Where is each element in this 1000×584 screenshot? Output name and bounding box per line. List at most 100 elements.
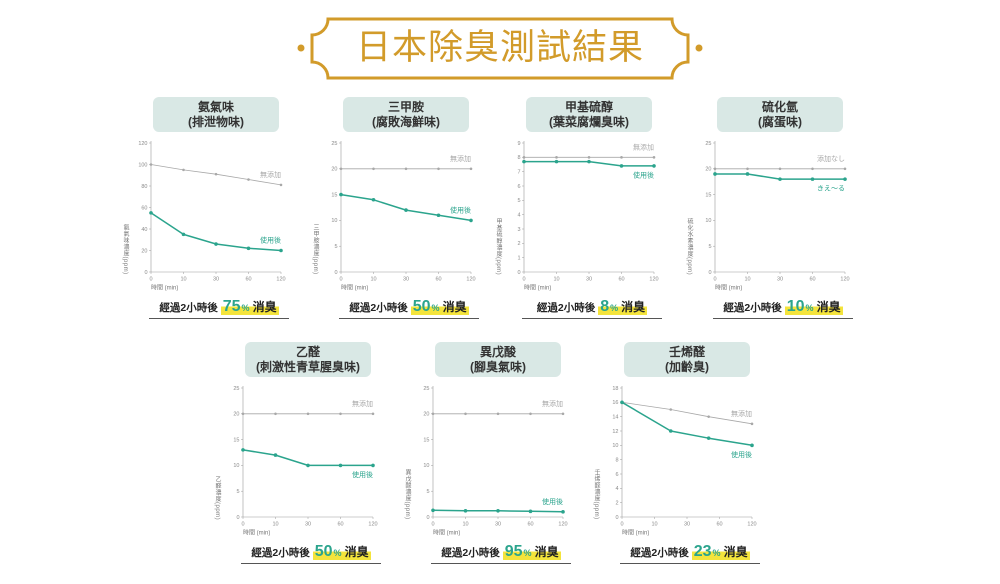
y-tick-label: 25 — [423, 386, 429, 392]
data-point-untreated — [247, 178, 250, 181]
y-tick-label: 4 — [615, 486, 618, 492]
data-point-treated — [778, 177, 782, 181]
y-tick-label: 0 — [426, 515, 429, 521]
data-point-untreated — [437, 167, 440, 171]
result-underline — [339, 318, 479, 319]
series-label-treated: 使用後 — [633, 170, 654, 179]
y-axis-label: 異戊酸濃度(ppm) — [404, 469, 410, 520]
chart-header: 氨氣味 (排泄物味) — [153, 97, 279, 132]
ornament-dot-left — [297, 44, 305, 52]
data-point-untreated — [561, 412, 565, 416]
data-point-untreated — [464, 412, 467, 416]
series-line-treated — [242, 449, 373, 467]
x-tick-label: 30 — [305, 522, 311, 528]
percent-sign: % — [610, 303, 619, 313]
result-prefix: 經過2小時後 — [630, 547, 689, 559]
y-tick-label: 6 — [517, 184, 520, 190]
y-axis-label: 三甲胺濃度(ppm) — [312, 224, 318, 275]
y-axis-label: 氨氣味濃度(ppm) — [122, 224, 128, 275]
chart-subtitle: (排泄物味) — [188, 115, 244, 129]
title-banner — [297, 17, 703, 80]
y-tick-label: 25 — [331, 141, 337, 147]
series-label-untreated: 無添加 — [352, 399, 373, 408]
data-point-untreated — [279, 183, 283, 187]
chart-subtitle: (腳臭氣味) — [470, 360, 526, 374]
data-point-untreated — [843, 167, 847, 171]
x-tick-label: 120 — [649, 277, 658, 283]
result-underline — [713, 318, 853, 319]
data-point-treated — [496, 509, 500, 513]
result-suffix: 消臭 — [344, 545, 369, 559]
data-point-treated — [745, 172, 750, 176]
data-point-treated — [522, 159, 526, 164]
x-tick-label: 30 — [403, 277, 409, 283]
y-tick-label: 12 — [612, 429, 618, 435]
chart-subtitle: (腐敗海鮮味) — [372, 115, 440, 129]
result-prefix: 經過2小時後 — [536, 302, 596, 314]
x-axis-label: 時間 (min) — [715, 284, 742, 292]
y-axis-label: 乙醛濃度(ppm) — [214, 475, 220, 520]
result-underline — [522, 318, 662, 319]
chart-title: 乙醛 — [295, 345, 320, 359]
y-tick-label: 2 — [517, 241, 520, 247]
y-tick-label: 10 — [612, 443, 618, 449]
data-point-treated — [339, 192, 343, 197]
y-tick-label: 80 — [141, 184, 147, 190]
y-tick-label: 3 — [517, 227, 520, 233]
x-axis-label: 時間 (min) — [433, 529, 460, 537]
y-tick-label: 5 — [517, 198, 520, 204]
x-tick-label: 0 — [431, 522, 434, 528]
chart-subtitle: (加齡臭) — [665, 360, 709, 374]
x-tick-label: 10 — [462, 522, 468, 528]
data-point-treated — [371, 197, 376, 202]
y-tick-label: 2 — [615, 500, 618, 506]
result-underline — [431, 563, 571, 564]
chart-subtitle: (葉菜腐爛臭味) — [549, 115, 629, 129]
y-tick-label: 10 — [331, 218, 337, 224]
y-tick-label: 16 — [612, 400, 618, 406]
x-tick-label: 120 — [747, 522, 756, 528]
y-tick-label: 10 — [233, 463, 239, 469]
result-summary: 經過2小時後 10% 消臭 — [713, 297, 853, 317]
reduction-percent: 50 — [412, 298, 431, 315]
chart-header: 壬烯醛 (加齡臭) — [624, 342, 750, 377]
chart-panel-trimethylamine: 三甲胺 (腐敗海鮮味) 三甲胺濃度(ppm) 0 5 10 15 20 25 0 10 30 60… — [301, 92, 501, 324]
x-tick-label: 30 — [586, 277, 592, 283]
result-underline — [241, 563, 381, 564]
y-tick-label: 120 — [138, 141, 147, 147]
y-tick-label: 6 — [615, 472, 618, 478]
y-axis-label: 硫化水素濃度(ppm) — [686, 217, 692, 275]
data-point-untreated — [431, 412, 435, 416]
series-label-untreated: 添加なし — [817, 154, 845, 163]
data-point-treated — [528, 509, 533, 514]
series-label-treated: 使用後 — [731, 450, 752, 459]
data-point-untreated — [339, 167, 343, 171]
y-tick-label: 10 — [423, 463, 429, 469]
chart-subtitle: (腐蛋味) — [758, 115, 802, 129]
data-point-treated — [371, 463, 375, 468]
chart-panel-ammonia: 氨氣味 (排泄物味) 氨氣味濃度(ppm) 0 20 40 60 80 100 120 0 10… — [111, 92, 311, 324]
chart-panel-isovaleric-acid: 異戊酸 (腳臭氣味) 異戊酸濃度(ppm) 0 5 10 15 20 25 0 10 30 60 1… — [393, 337, 593, 569]
chart-panel-nonenal: 壬烯醛 (加齡臭) 壬烯醛濃度(ppm) 0 2 4 6 8 10 12 14 16 18 0 10 3… — [582, 337, 782, 569]
result-highlight: 75% 消臭 — [220, 298, 279, 315]
y-tick-label: 20 — [141, 248, 147, 254]
x-tick-label: 120 — [558, 522, 567, 528]
data-point-treated — [149, 211, 153, 215]
result-prefix: 經過2小時後 — [441, 547, 500, 559]
reduction-percent: 23 — [693, 543, 712, 560]
data-point-untreated — [149, 163, 153, 166]
x-tick-label: 60 — [245, 277, 251, 283]
x-tick-label: 0 — [713, 277, 716, 283]
data-point-treated — [273, 453, 278, 457]
x-tick-label: 30 — [213, 277, 219, 283]
data-point-untreated — [529, 412, 532, 416]
data-point-treated — [404, 208, 408, 212]
percent-sign: % — [241, 303, 250, 313]
y-tick-label: 1 — [517, 255, 520, 261]
chart-title: 氨氣味 — [197, 100, 234, 114]
data-point-untreated — [587, 156, 591, 159]
x-tick-label: 60 — [618, 277, 624, 283]
x-tick-label: 60 — [809, 277, 815, 283]
result-suffix: 消臭 — [442, 300, 467, 314]
x-axis-label: 時間 (min) — [151, 284, 178, 292]
